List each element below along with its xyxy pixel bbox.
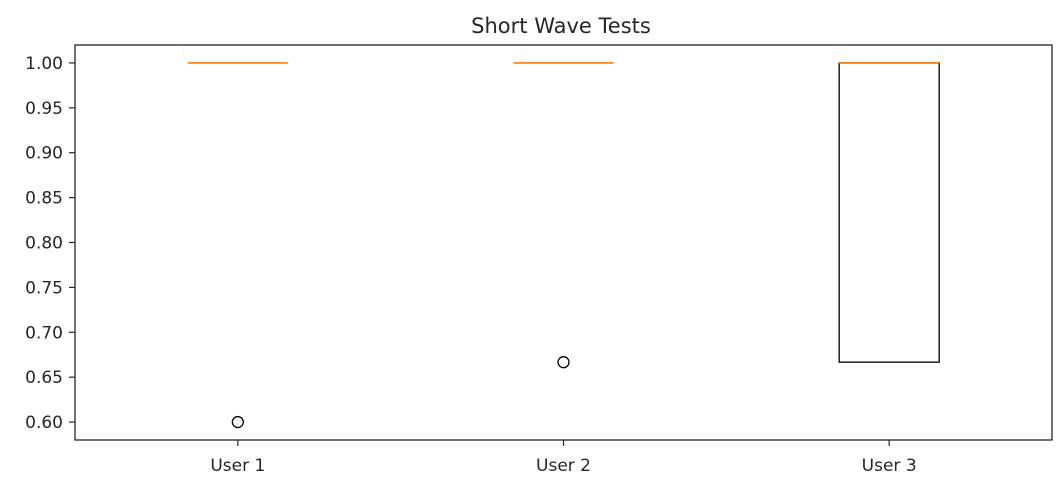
box-rect	[838, 62, 940, 363]
box-2	[513, 62, 614, 369]
y-tick-label: 1.00	[25, 54, 63, 74]
x-tick-label: User 2	[536, 456, 591, 476]
y-axis: 0.60 0.65 0.70 0.75 0.80 0.85 0.90 0.95 1.00	[25, 54, 75, 433]
axes-frame	[74, 44, 1053, 441]
outlier-point	[557, 356, 570, 369]
y-tick-label: 0.60	[25, 413, 63, 433]
outlier-point	[231, 415, 244, 429]
y-tick-label: 0.75	[25, 278, 63, 298]
x-tick-label: User 3	[862, 456, 917, 476]
y-tick-label: 0.95	[25, 99, 63, 119]
y-tick-label: 0.65	[25, 368, 63, 388]
y-tick-label: 0.85	[25, 189, 63, 209]
x-axis: User 1 User 2 User 3	[210, 440, 917, 476]
plot-area	[187, 62, 940, 429]
y-tick-label: 0.90	[25, 144, 63, 164]
y-tick-label: 0.80	[25, 234, 63, 254]
chart-title: Short Wave Tests	[471, 14, 651, 38]
box-3	[838, 62, 940, 363]
y-tick-label: 0.70	[25, 323, 63, 343]
x-tick-label: User 1	[210, 456, 265, 476]
box-1	[187, 62, 288, 429]
